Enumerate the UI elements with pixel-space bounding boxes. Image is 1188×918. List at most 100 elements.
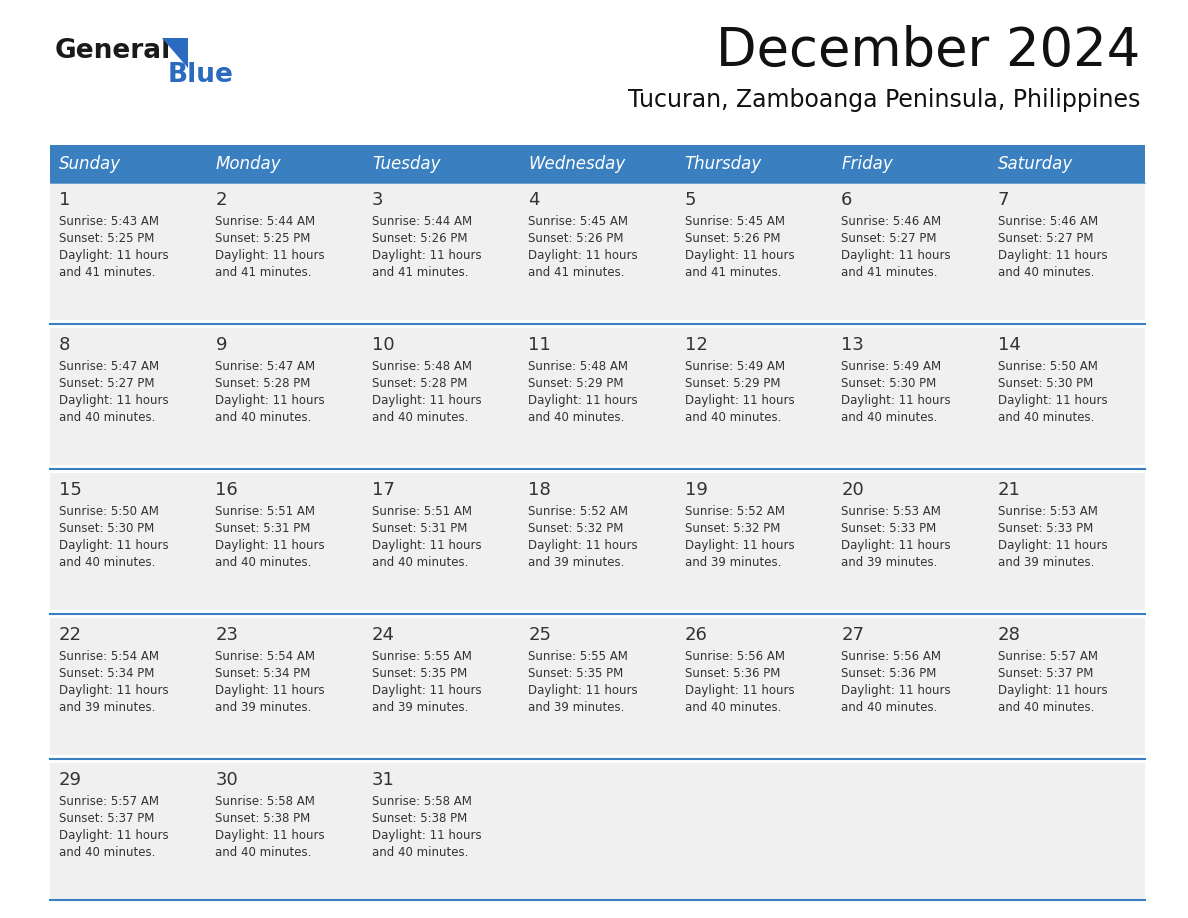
Text: Sunset: 5:33 PM: Sunset: 5:33 PM [841,522,936,535]
Bar [50,183,207,320]
Text: 9: 9 [215,336,227,354]
Text: Daylight: 11 hours: Daylight: 11 hours [59,249,169,262]
Text: Daylight: 11 hours: Daylight: 11 hours [372,684,481,697]
Text: and 40 minutes.: and 40 minutes. [998,411,1094,424]
Text: 2: 2 [215,191,227,209]
Text: Sunset: 5:32 PM: Sunset: 5:32 PM [684,522,781,535]
Text: 30: 30 [215,771,238,789]
Text: 6: 6 [841,191,853,209]
Text: and 39 minutes.: and 39 minutes. [684,556,781,569]
Text: 20: 20 [841,481,864,499]
Bar [676,328,832,465]
Text: Sunset: 5:36 PM: Sunset: 5:36 PM [841,667,936,680]
Text: Daylight: 11 hours: Daylight: 11 hours [841,684,950,697]
Bar [362,618,519,755]
Text: and 40 minutes.: and 40 minutes. [529,411,625,424]
Text: Sunset: 5:29 PM: Sunset: 5:29 PM [684,377,781,390]
Text: Daylight: 11 hours: Daylight: 11 hours [215,394,326,407]
Text: Daylight: 11 hours: Daylight: 11 hours [59,684,169,697]
Text: and 40 minutes.: and 40 minutes. [684,701,781,714]
Text: Sunrise: 5:53 AM: Sunrise: 5:53 AM [841,505,941,518]
Text: Daylight: 11 hours: Daylight: 11 hours [841,249,950,262]
Text: 11: 11 [529,336,551,354]
Text: Daylight: 11 hours: Daylight: 11 hours [372,249,481,262]
Text: and 40 minutes.: and 40 minutes. [215,411,311,424]
Text: Sunrise: 5:46 AM: Sunrise: 5:46 AM [841,215,941,228]
Bar [832,473,988,610]
Bar [50,145,207,183]
Text: Sunrise: 5:45 AM: Sunrise: 5:45 AM [684,215,785,228]
Bar [207,763,362,900]
Text: Sunrise: 5:49 AM: Sunrise: 5:49 AM [841,360,941,373]
Text: Sunset: 5:38 PM: Sunset: 5:38 PM [215,812,311,825]
Text: and 40 minutes.: and 40 minutes. [215,846,311,859]
Text: Daylight: 11 hours: Daylight: 11 hours [529,394,638,407]
Text: Daylight: 11 hours: Daylight: 11 hours [841,394,950,407]
Text: and 39 minutes.: and 39 minutes. [59,701,156,714]
Text: Daylight: 11 hours: Daylight: 11 hours [998,684,1107,697]
Text: Daylight: 11 hours: Daylight: 11 hours [372,394,481,407]
Text: and 40 minutes.: and 40 minutes. [998,701,1094,714]
Text: and 40 minutes.: and 40 minutes. [684,411,781,424]
Bar [988,618,1145,755]
Text: 13: 13 [841,336,864,354]
Text: Sunrise: 5:57 AM: Sunrise: 5:57 AM [59,795,159,808]
Text: Sunrise: 5:56 AM: Sunrise: 5:56 AM [841,650,941,663]
Bar [676,183,832,320]
Text: 24: 24 [372,626,394,644]
Text: 12: 12 [684,336,708,354]
Bar [207,473,362,610]
Text: and 41 minutes.: and 41 minutes. [372,266,468,279]
Text: 8: 8 [59,336,70,354]
Text: Sunset: 5:27 PM: Sunset: 5:27 PM [841,232,936,245]
Text: Daylight: 11 hours: Daylight: 11 hours [684,684,795,697]
Text: Daylight: 11 hours: Daylight: 11 hours [215,539,326,552]
Text: Daylight: 11 hours: Daylight: 11 hours [998,249,1107,262]
Text: Monday: Monday [215,155,282,173]
Text: 7: 7 [998,191,1009,209]
Text: Sunday: Sunday [59,155,121,173]
Text: and 40 minutes.: and 40 minutes. [215,556,311,569]
Bar [988,328,1145,465]
Text: Sunrise: 5:58 AM: Sunrise: 5:58 AM [372,795,472,808]
Text: Sunrise: 5:52 AM: Sunrise: 5:52 AM [529,505,628,518]
Text: Saturday: Saturday [998,155,1073,173]
Text: Sunset: 5:25 PM: Sunset: 5:25 PM [59,232,154,245]
Bar [832,183,988,320]
Text: Sunset: 5:26 PM: Sunset: 5:26 PM [684,232,781,245]
Text: Sunset: 5:38 PM: Sunset: 5:38 PM [372,812,467,825]
Bar [676,473,832,610]
Text: 18: 18 [529,481,551,499]
Bar [832,145,988,183]
Text: 3: 3 [372,191,384,209]
Text: Friday: Friday [841,155,893,173]
Text: and 41 minutes.: and 41 minutes. [59,266,156,279]
Bar [362,473,519,610]
Text: Sunrise: 5:52 AM: Sunrise: 5:52 AM [684,505,785,518]
Text: and 39 minutes.: and 39 minutes. [529,556,625,569]
Text: Sunset: 5:34 PM: Sunset: 5:34 PM [215,667,311,680]
Polygon shape [162,38,188,68]
Bar [362,183,519,320]
Text: and 39 minutes.: and 39 minutes. [841,556,937,569]
Bar [50,618,207,755]
Text: Daylight: 11 hours: Daylight: 11 hours [59,829,169,842]
Bar [362,145,519,183]
Text: Blue: Blue [168,62,234,88]
Text: Thursday: Thursday [684,155,762,173]
Bar [519,763,676,900]
Bar [676,618,832,755]
Text: Sunrise: 5:46 AM: Sunrise: 5:46 AM [998,215,1098,228]
Text: Daylight: 11 hours: Daylight: 11 hours [529,249,638,262]
Text: Daylight: 11 hours: Daylight: 11 hours [59,394,169,407]
Text: 5: 5 [684,191,696,209]
Bar [988,473,1145,610]
Text: Sunrise: 5:50 AM: Sunrise: 5:50 AM [59,505,159,518]
Text: and 41 minutes.: and 41 minutes. [215,266,312,279]
Text: and 40 minutes.: and 40 minutes. [841,701,937,714]
Text: Sunset: 5:25 PM: Sunset: 5:25 PM [215,232,311,245]
Bar [50,328,207,465]
Bar [207,618,362,755]
Bar [988,763,1145,900]
Text: 15: 15 [59,481,82,499]
